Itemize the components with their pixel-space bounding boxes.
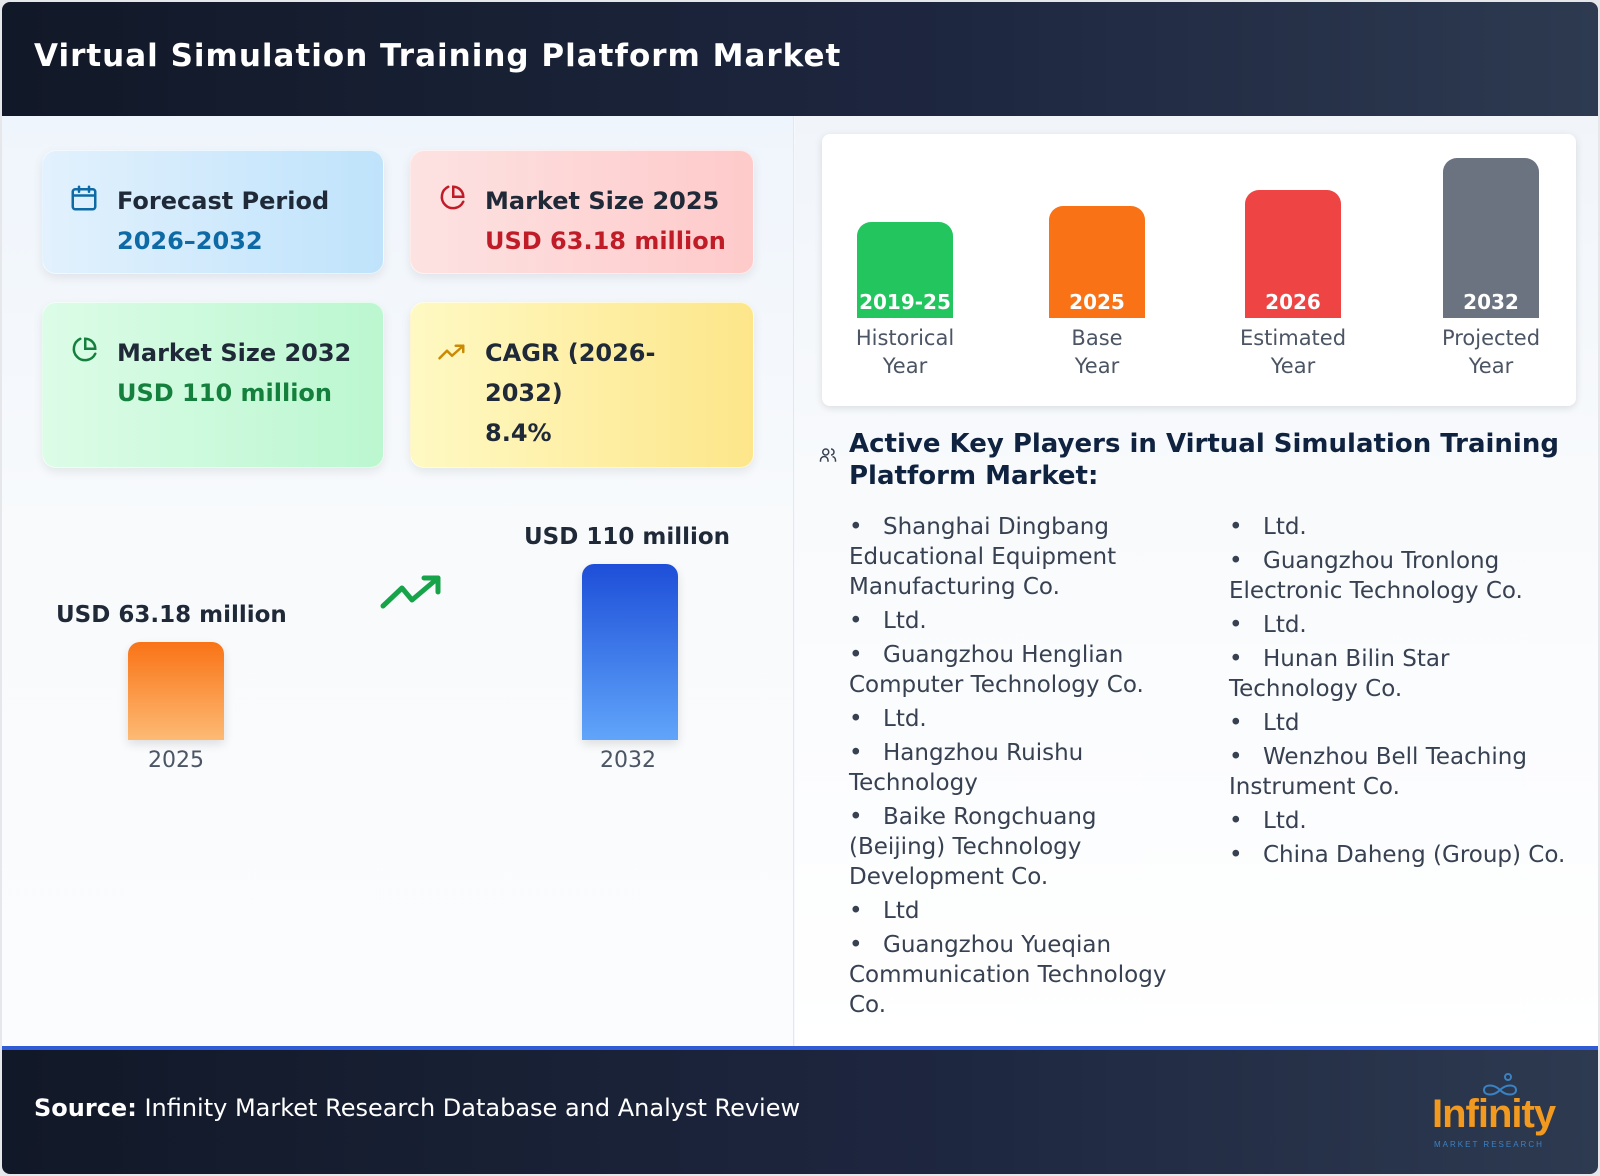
list-item: Wenzhou Bell Teaching Instrument Co. <box>1229 742 1569 802</box>
page-title: Virtual Simulation Training Platform Mar… <box>34 38 842 74</box>
timeline-bar: 2025 <box>1049 206 1145 318</box>
list-item: Baike Rongchuang (Beijing) Technology De… <box>849 802 1189 892</box>
key-players-list-2: Ltd. Guangzhou Tronlong Electronic Techn… <box>1229 512 1569 874</box>
list-item: Hunan Bilin Star Technology Co. <box>1229 644 1569 704</box>
list-item: Hangzhou Ruishu Technology <box>849 738 1189 798</box>
market-size-2032-card: Market Size 2032 USD 110 million <box>42 302 384 468</box>
card-label: CAGR (2026- <box>485 339 656 367</box>
pie-chart-icon <box>440 185 465 210</box>
card-label: Market Size 2032 <box>117 339 352 367</box>
card-label: 2032) <box>485 379 563 407</box>
cagr-card: CAGR (2026- 2032) 8.4% <box>410 302 754 468</box>
trending-up-icon <box>438 344 465 360</box>
bar-value-2025: USD 63.18 million <box>56 602 287 628</box>
list-item: Guangzhou Henglian Computer Technology C… <box>849 640 1189 700</box>
list-item: Ltd. <box>1229 610 1569 640</box>
users-icon <box>819 448 837 462</box>
card-value: USD 110 million <box>117 379 332 407</box>
card-label: Forecast Period <box>117 187 330 215</box>
timeline-projected: 2032 Projected Year <box>1416 158 1566 380</box>
bar-year-2032: 2032 <box>600 748 656 773</box>
source-text: Source: Infinity Market Research Databas… <box>34 1094 801 1122</box>
list-item: Ltd. <box>1229 512 1569 542</box>
timeline-card: 2019-25 Historical Year 2025 Base Year 202… <box>822 134 1576 406</box>
timeline-estimated: 2026 Estimated Year <box>1218 190 1368 380</box>
bar-value-2032: USD 110 million <box>524 524 731 550</box>
list-item: China Daheng (Group) Co. <box>1229 840 1569 870</box>
trending-up-arrow-icon <box>380 575 441 609</box>
timeline-base: 2025 Base Year <box>1022 206 1172 380</box>
timeline-historical: 2019-25 Historical Year <box>830 222 980 380</box>
card-value: 2026–2032 <box>117 227 263 255</box>
header: Virtual Simulation Training Platform Mar… <box>2 2 1598 116</box>
forecast-period-card: Forecast Period 2026–2032 <box>42 150 384 274</box>
bar-year-2025: 2025 <box>148 748 204 773</box>
list-item: Ltd <box>1229 708 1569 738</box>
bar-2032 <box>582 564 678 740</box>
list-item: Ltd <box>849 896 1189 926</box>
timeline-bar: 2032 <box>1443 158 1539 318</box>
bar-2025 <box>128 642 224 740</box>
calendar-icon <box>71 185 97 211</box>
card-label: Market Size 2025 <box>485 187 720 215</box>
key-players-list-1: Shanghai Dingbang Educational Equipment … <box>849 512 1189 1024</box>
footer: Source: Infinity Market Research Databas… <box>2 1046 1598 1174</box>
timeline-bar: 2026 <box>1245 190 1341 318</box>
list-item: Shanghai Dingbang Educational Equipment … <box>849 512 1189 602</box>
list-item: Ltd. <box>849 704 1189 734</box>
left-panel: Forecast Period 2026–2032 Market Size 20… <box>2 116 794 1046</box>
card-value: 8.4% <box>485 419 552 447</box>
list-item: Ltd. <box>1229 806 1569 836</box>
right-panel: 2019-25 Historical Year 2025 Base Year 202… <box>795 116 1598 1046</box>
list-item: Ltd. <box>849 606 1189 636</box>
pie-chart-icon <box>72 337 97 362</box>
list-item: Guangzhou Tronlong Electronic Technology… <box>1229 546 1569 606</box>
card-value: USD 63.18 million <box>485 227 726 255</box>
list-item: Guangzhou Yueqian Communication Technolo… <box>849 930 1189 1020</box>
timeline-bar: 2019-25 <box>857 222 953 318</box>
market-size-2025-card: Market Size 2025 USD 63.18 million <box>410 150 754 274</box>
infinity-symbol-icon <box>1482 1073 1518 1096</box>
infinity-logo: Infinity MARKET RESEARCH <box>1432 1072 1562 1152</box>
key-players-title: Active Key Players in Virtual Simulation… <box>849 429 1559 491</box>
